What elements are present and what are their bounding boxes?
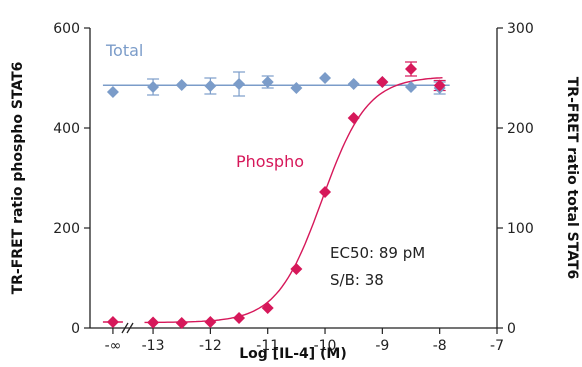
phospho-data-point xyxy=(233,312,246,324)
right-y-tick-label: 300 xyxy=(507,21,534,37)
x-tick-label: -11 xyxy=(256,338,279,354)
total-data-point xyxy=(405,81,418,93)
axes xyxy=(89,28,498,334)
total-data-point xyxy=(290,82,303,94)
phospho-data-point xyxy=(106,316,119,328)
x-tick-label: -10 xyxy=(314,338,337,354)
x-tick-label: -12 xyxy=(199,338,222,354)
left-y-tick-label: 400 xyxy=(53,121,80,137)
phospho-data-point xyxy=(347,112,360,124)
phospho-data-point xyxy=(433,79,446,92)
data-points xyxy=(106,63,446,329)
fit-lines xyxy=(102,77,450,324)
phospho-data-point xyxy=(376,76,389,88)
right-y-tick-label: 0 xyxy=(507,321,516,337)
phospho-data-point xyxy=(261,302,274,314)
total-data-point xyxy=(233,78,246,90)
right-y-tick-label: 200 xyxy=(507,121,534,137)
left-y-tick-label: 600 xyxy=(53,21,80,37)
x-tick-label: -13 xyxy=(142,338,165,354)
total-data-point xyxy=(175,79,188,91)
x-tick-label: -8 xyxy=(433,338,447,354)
phospho-data-point xyxy=(204,316,217,328)
phospho-data-point xyxy=(405,63,418,75)
right-y-axis-title: TR-FRET ratio total STAT6 xyxy=(564,77,580,280)
series-label-total: Total xyxy=(105,41,143,60)
total-data-point xyxy=(147,81,160,93)
x-axis-break-mark xyxy=(121,322,129,334)
x-axis-title: Log [IL-4] (M) xyxy=(239,346,347,362)
phospho-data-point xyxy=(175,317,188,329)
x-tick-label: -9 xyxy=(375,338,389,354)
left-y-axis-title: TR-FRET ratio phospho STAT6 xyxy=(10,62,26,295)
left-y-tick-label: 200 xyxy=(53,221,80,237)
phospho-data-point xyxy=(290,263,303,275)
sb-annotation: S/B: 38 xyxy=(330,271,384,289)
total-data-point xyxy=(261,76,274,88)
x-tick-label: -7 xyxy=(490,338,504,354)
total-data-point xyxy=(204,80,217,92)
total-data-point xyxy=(347,78,360,90)
x-tick-label: -∞ xyxy=(105,338,122,354)
right-y-tick-label: 100 xyxy=(507,221,534,237)
phospho-data-point xyxy=(319,186,332,198)
phospho-fit-curve xyxy=(144,77,443,324)
total-data-point xyxy=(319,72,332,84)
phospho-data-point xyxy=(147,316,160,329)
x-axis-break-mark xyxy=(126,322,134,334)
ec50-annotation: EC50: 89 pM xyxy=(330,244,425,262)
total-data-point xyxy=(106,86,119,98)
left-y-tick-label: 0 xyxy=(71,321,80,337)
series-label-phospho: Phospho xyxy=(236,152,304,171)
